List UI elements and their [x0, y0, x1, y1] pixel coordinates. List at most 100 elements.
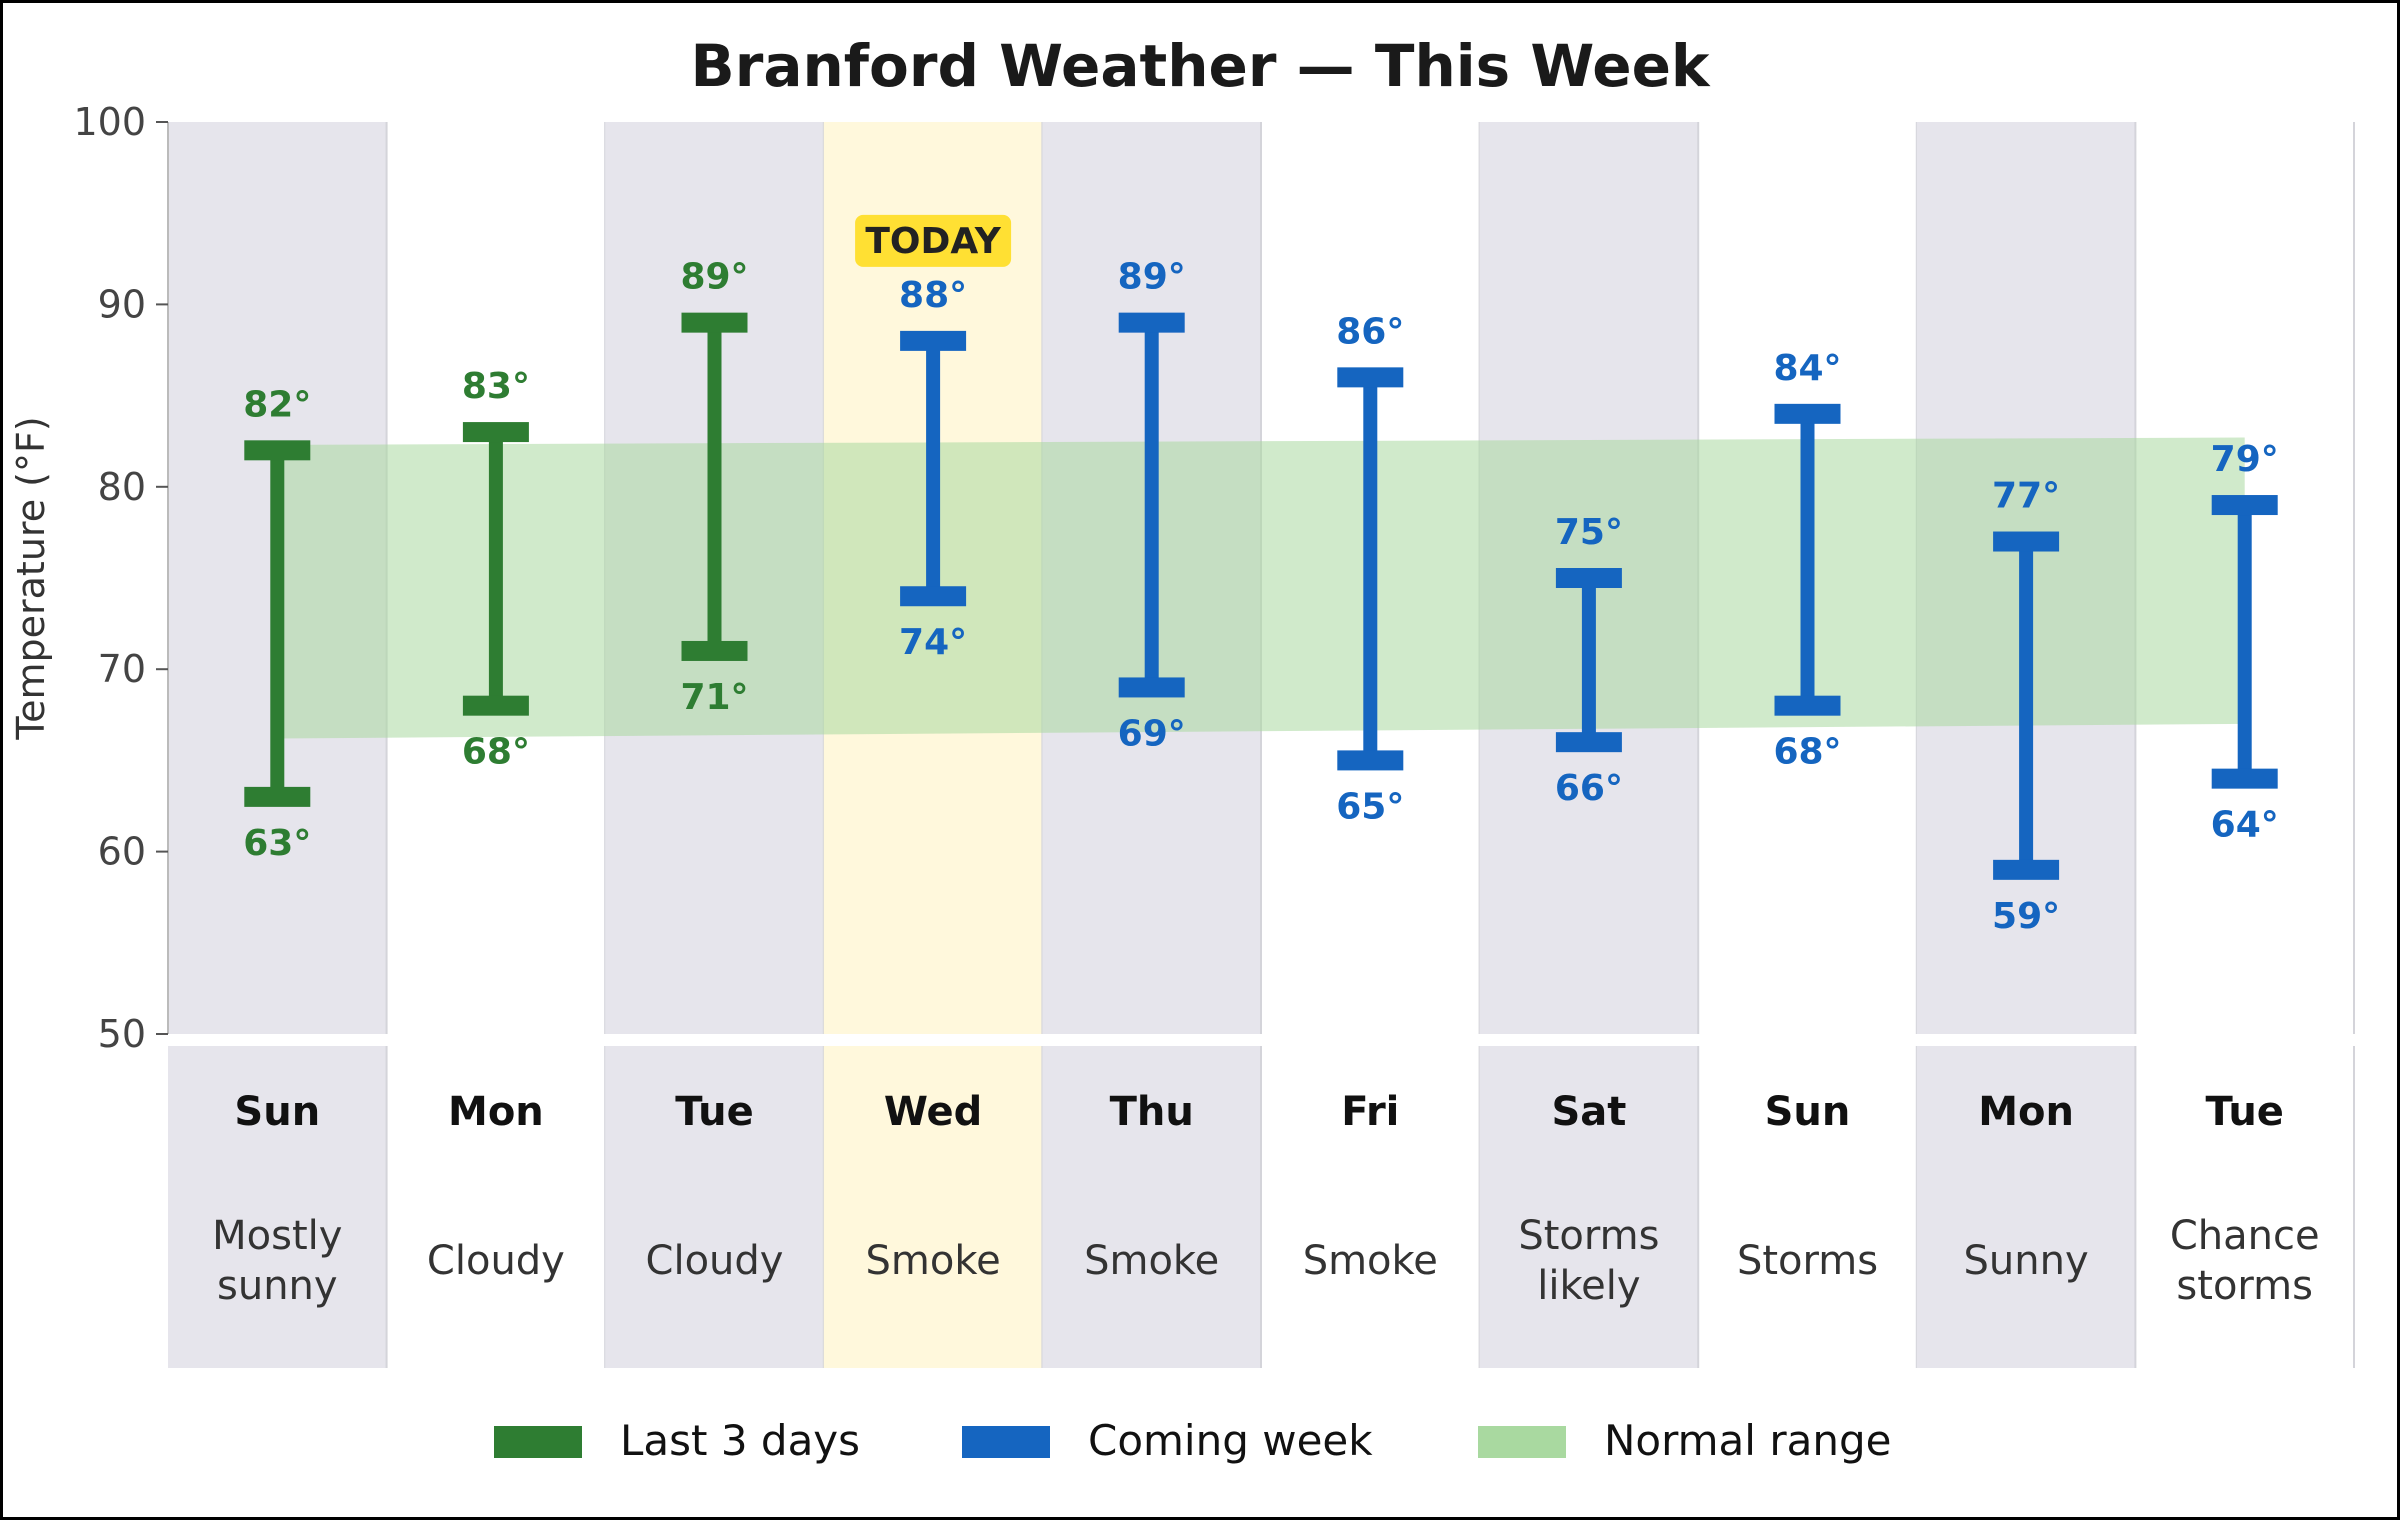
condition-text-5-0: Smoke [1303, 1238, 1438, 1284]
legend-label-0: Last 3 days [620, 1416, 860, 1465]
high-temp-label-1: 83° [462, 366, 530, 407]
day-name-0: Sun [234, 1089, 320, 1135]
day-name-9: Tue [2205, 1089, 2284, 1135]
bar-range-9 [2237, 505, 2252, 779]
bar-low-cap-4 [1118, 677, 1185, 698]
y-tick-label: 100 [73, 100, 146, 144]
low-temp-label-0: 63° [243, 823, 311, 864]
bar-range-1 [488, 432, 503, 706]
condition-text-0-0: Mostly [212, 1213, 342, 1259]
temperature-bars: 82° 63° 83° 68° 89° 71° 88° 74° TODAY 89° 69° 86° 65… [243, 214, 2279, 937]
bar-high-cap-2 [681, 312, 748, 333]
condition-text-4-0: Smoke [1084, 1238, 1219, 1284]
y-tick-label: 50 [98, 1012, 146, 1056]
high-temp-label-2: 89° [680, 257, 748, 298]
bar-high-cap-3 [900, 330, 967, 351]
bar-high-cap-7 [1774, 403, 1841, 424]
high-temp-label-4: 89° [1118, 257, 1186, 298]
day-name-2: Tue [675, 1089, 754, 1135]
condition-text-8-0: Sunny [1964, 1238, 2089, 1284]
condition-text-3-0: Smoke [866, 1238, 1001, 1284]
high-temp-label-5: 86° [1336, 311, 1404, 352]
bar-low-cap-9 [2211, 768, 2278, 789]
legend-label-2: Normal range [1604, 1416, 1891, 1465]
low-temp-label-7: 68° [1773, 732, 1841, 773]
day-name-4: Thu [1110, 1089, 1194, 1135]
bar-high-cap-1 [462, 422, 529, 443]
legend: Last 3 days Coming week Normal range [494, 1416, 1891, 1465]
bar-low-cap-7 [1774, 695, 1841, 716]
low-temp-label-3: 74° [899, 622, 967, 663]
bar-range-8 [2019, 541, 2034, 870]
low-temp-label-9: 64° [2211, 805, 2279, 846]
bar-low-cap-3 [900, 586, 967, 607]
bar-high-cap-6 [1555, 568, 1622, 588]
column-label-bg-8 [1916, 1046, 2136, 1368]
condition-text-9-0: Chance [2170, 1213, 2320, 1259]
bar-range-7 [1800, 413, 1815, 706]
bar-high-cap-0 [244, 440, 311, 461]
low-temp-label-5: 65° [1336, 786, 1404, 827]
y-tick-label: 80 [98, 465, 146, 509]
legend-label-1: Coming week [1088, 1416, 1373, 1465]
bar-low-cap-0 [244, 786, 311, 807]
day-name-7: Sun [1765, 1089, 1851, 1135]
normal-range-band-group [277, 437, 2245, 739]
low-temp-label-6: 66° [1555, 768, 1623, 809]
condition-text-7-0: Storms [1737, 1238, 1878, 1284]
bar-range-0 [270, 450, 285, 797]
bar-high-cap-5 [1337, 367, 1404, 388]
bar-range-2 [707, 322, 722, 651]
today-badge [855, 214, 1012, 267]
legend-swatch-0 [494, 1426, 582, 1458]
y-tick-label: 70 [98, 647, 146, 691]
legend-swatch-2 [1478, 1426, 1566, 1458]
bar-low-cap-8 [1993, 859, 2060, 880]
day-name-8: Mon [1978, 1089, 2074, 1135]
column-label-bg-0 [168, 1046, 387, 1368]
bar-low-cap-1 [462, 695, 529, 716]
bar-range-6 [1581, 578, 1596, 743]
day-name-5: Fri [1341, 1089, 1399, 1135]
condition-text-1-0: Cloudy [427, 1238, 565, 1284]
y-axis-label: Temperature (°F) [9, 416, 53, 740]
condition-text-9-1: storms [2176, 1263, 2313, 1309]
bar-low-cap-6 [1555, 732, 1622, 753]
y-tick-label: 90 [98, 282, 146, 326]
condition-text-2-0: Cloudy [646, 1238, 784, 1284]
day-name-3: Wed [884, 1089, 982, 1135]
y-tick-label: 60 [98, 830, 146, 874]
bar-high-cap-8 [1993, 531, 2060, 552]
condition-text-6-1: likely [1537, 1263, 1640, 1309]
condition-text-6-0: Storms [1518, 1213, 1659, 1259]
high-temp-label-6: 75° [1555, 512, 1623, 553]
condition-text-0-1: sunny [217, 1263, 338, 1309]
low-temp-label-4: 69° [1118, 713, 1186, 754]
bar-low-cap-2 [681, 640, 748, 661]
low-temp-label-2: 71° [680, 677, 748, 718]
bar-low-cap-5 [1337, 750, 1404, 771]
normal-range-band [277, 437, 2245, 739]
low-temp-label-1: 68° [462, 732, 530, 773]
bar-range-5 [1363, 377, 1378, 761]
today-badge-label: TODAY [865, 221, 1001, 262]
legend-swatch-1 [962, 1426, 1050, 1458]
chart-title: Branford Weather — This Week [691, 32, 1711, 100]
bar-high-cap-9 [2211, 495, 2278, 516]
high-temp-label-3: 88° [899, 275, 967, 316]
day-name-6: Sat [1551, 1089, 1626, 1135]
high-temp-label-8: 77° [1992, 476, 2060, 517]
y-axis: 50 60 70 80 90 100 [73, 100, 169, 1056]
bar-range-3 [926, 340, 941, 597]
day-name-1: Mon [448, 1089, 544, 1135]
high-temp-label-0: 82° [243, 384, 311, 425]
low-temp-label-8: 59° [1992, 896, 2060, 937]
column-label-bg-6 [1479, 1046, 1699, 1368]
bar-high-cap-4 [1118, 312, 1185, 333]
high-temp-label-7: 84° [1773, 348, 1841, 389]
column-label-bg-2 [605, 1046, 824, 1368]
high-temp-label-9: 79° [2211, 439, 2279, 480]
bar-range-4 [1144, 322, 1159, 688]
